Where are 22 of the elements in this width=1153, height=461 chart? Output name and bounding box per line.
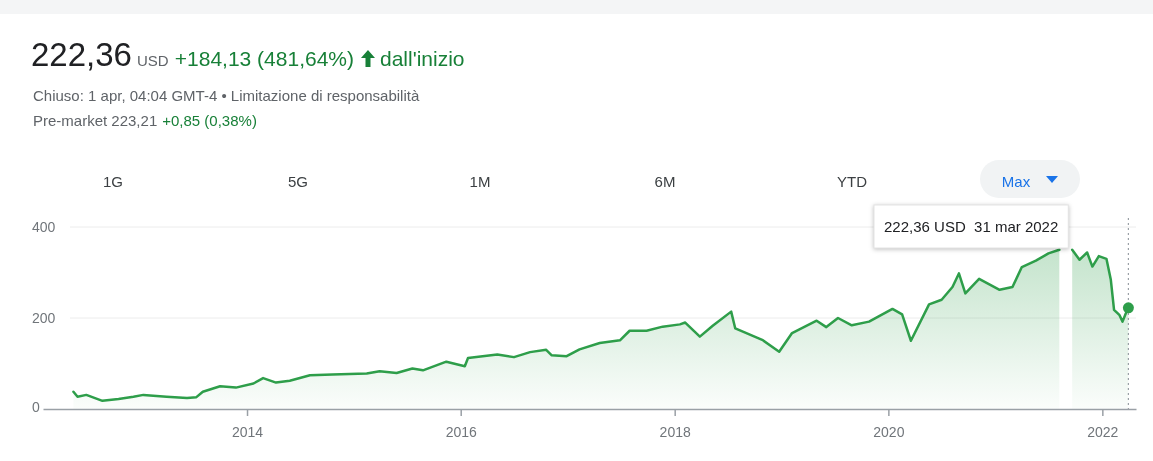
y-tick-label: 200 (32, 309, 56, 326)
text: dall'inizio (379, 47, 465, 70)
x-tick-label: 2018 (659, 424, 691, 441)
text: 1M (469, 173, 491, 190)
x-tick-label: 2014 (231, 424, 264, 441)
text: 1G (102, 173, 124, 190)
x-tick-label: 2020 (873, 424, 905, 441)
text: Max (1001, 173, 1031, 190)
text: Chiuso: 1 apr, 04:04 GMT-4 • Limitazione di responsabilità (33, 87, 420, 104)
text: 6M (654, 173, 676, 190)
x-tick-label: 2016 (445, 424, 477, 441)
text: USD (136, 52, 169, 69)
x-tick-label: 2022 (1087, 424, 1119, 441)
chart-title: 222,36 (31, 36, 132, 73)
y-tick-label: 400 (32, 218, 56, 235)
annotation: 222,36 USD 31 mar 2022 (884, 218, 1059, 235)
text: +0,85 (0,38%) (162, 112, 257, 129)
text: Pre-market 223,21 (33, 112, 158, 129)
text: +184,13 (481,64%) (174, 47, 354, 70)
text: YTD (837, 173, 868, 190)
y-tick-label: 0 (32, 399, 40, 416)
text: 5G (287, 173, 309, 190)
